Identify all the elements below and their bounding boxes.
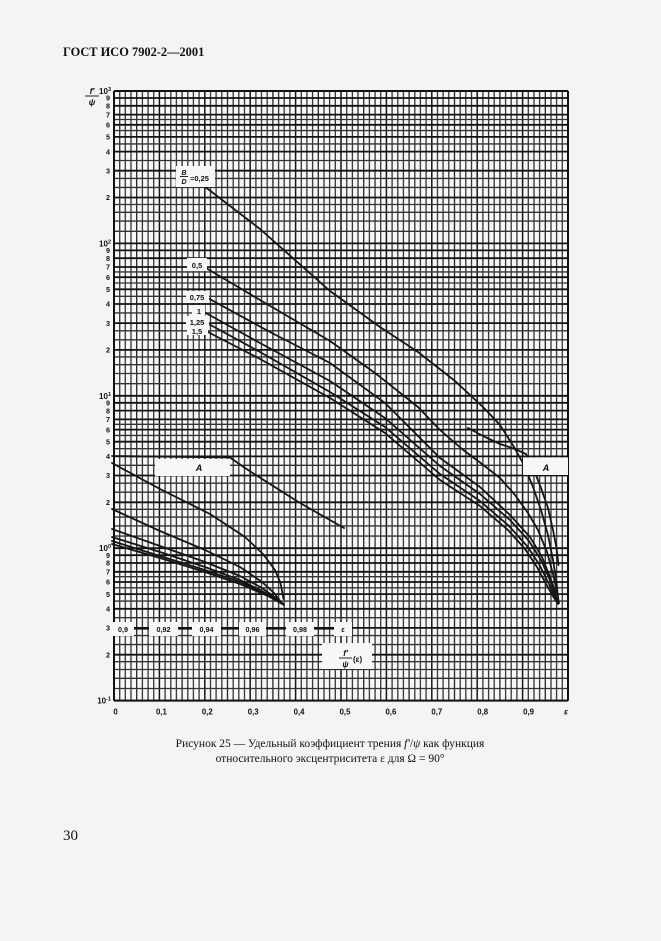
svg-text:1,5: 1,5: [192, 327, 202, 336]
svg-text:f′: f′: [90, 86, 96, 96]
svg-text:ГОСТ ИСО 7902-2—2001: ГОСТ ИСО 7902-2—2001: [63, 45, 204, 59]
svg-text:0,5: 0,5: [192, 261, 202, 270]
svg-text:2: 2: [106, 650, 110, 659]
svg-text:2: 2: [106, 346, 110, 355]
svg-text:9: 9: [106, 94, 110, 103]
svg-text:7: 7: [106, 568, 110, 577]
svg-text:=0,25: =0,25: [190, 174, 209, 183]
svg-text:8: 8: [106, 406, 110, 415]
svg-text:A: A: [195, 463, 203, 473]
svg-text:D: D: [181, 179, 186, 186]
svg-text:2: 2: [106, 193, 110, 202]
svg-text:4: 4: [106, 147, 110, 156]
svg-text:0,7: 0,7: [431, 708, 442, 717]
svg-text:0,9: 0,9: [118, 625, 128, 634]
svg-text:0,3: 0,3: [248, 708, 260, 717]
svg-text:103: 103: [99, 87, 111, 96]
svg-text:3: 3: [106, 471, 110, 480]
svg-text:ε: ε: [564, 707, 569, 717]
svg-text:4: 4: [106, 605, 110, 614]
svg-text:0: 0: [113, 708, 118, 717]
svg-text:0,75: 0,75: [190, 293, 205, 302]
svg-text:f′: f′: [343, 649, 349, 658]
svg-text:7: 7: [106, 415, 110, 424]
svg-text:1,25: 1,25: [190, 318, 205, 327]
svg-text:30: 30: [63, 828, 78, 844]
svg-text:2: 2: [106, 498, 110, 507]
svg-text:9: 9: [106, 246, 110, 255]
svg-text:102: 102: [99, 239, 111, 248]
svg-text:3: 3: [106, 166, 110, 175]
svg-text:0,9: 0,9: [523, 708, 535, 717]
svg-text:5: 5: [106, 133, 110, 142]
svg-text:8: 8: [106, 254, 110, 263]
svg-text:0,4: 0,4: [294, 708, 306, 717]
svg-text:Рисунок 25 — Удельный коэффици: Рисунок 25 — Удельный коэффициент трения…: [176, 738, 485, 750]
svg-text:6: 6: [106, 121, 110, 130]
svg-text:100: 100: [99, 544, 111, 553]
svg-text:1: 1: [197, 307, 201, 316]
svg-text:9: 9: [106, 399, 110, 408]
svg-text:4: 4: [106, 452, 110, 461]
svg-text:6: 6: [106, 425, 110, 434]
svg-text:3: 3: [106, 319, 110, 328]
svg-text:(ε): (ε): [353, 655, 362, 664]
svg-text:0,96: 0,96: [246, 625, 260, 634]
svg-text:10-1: 10-1: [97, 697, 111, 706]
svg-text:0,8: 0,8: [477, 708, 489, 717]
svg-text:101: 101: [99, 392, 111, 401]
svg-text:ε: ε: [341, 625, 345, 634]
svg-text:3: 3: [106, 624, 110, 633]
svg-text:0,6: 0,6: [385, 708, 397, 717]
svg-text:ψ: ψ: [342, 660, 349, 669]
svg-text:0,94: 0,94: [200, 625, 214, 634]
svg-text:ψ: ψ: [89, 97, 96, 107]
svg-text:0,92: 0,92: [157, 625, 171, 634]
svg-text:9: 9: [106, 551, 110, 560]
svg-text:7: 7: [106, 263, 110, 272]
svg-text:A: A: [542, 463, 550, 473]
svg-text:относительного эксцентриситета: относительного эксцентриситета ε для Ω =…: [216, 753, 445, 765]
svg-text:0,98: 0,98: [293, 625, 307, 634]
svg-text:6: 6: [106, 578, 110, 587]
svg-text:8: 8: [106, 559, 110, 568]
svg-text:6: 6: [106, 273, 110, 282]
svg-text:0,5: 0,5: [340, 708, 352, 717]
svg-text:0,2: 0,2: [202, 708, 214, 717]
svg-text:7: 7: [106, 110, 110, 119]
svg-text:8: 8: [106, 102, 110, 111]
svg-text:4: 4: [106, 300, 110, 309]
svg-text:5: 5: [106, 590, 110, 599]
svg-text:B: B: [181, 170, 186, 177]
svg-text:0,1: 0,1: [156, 708, 168, 717]
svg-text:5: 5: [106, 285, 110, 294]
svg-text:5: 5: [106, 437, 110, 446]
